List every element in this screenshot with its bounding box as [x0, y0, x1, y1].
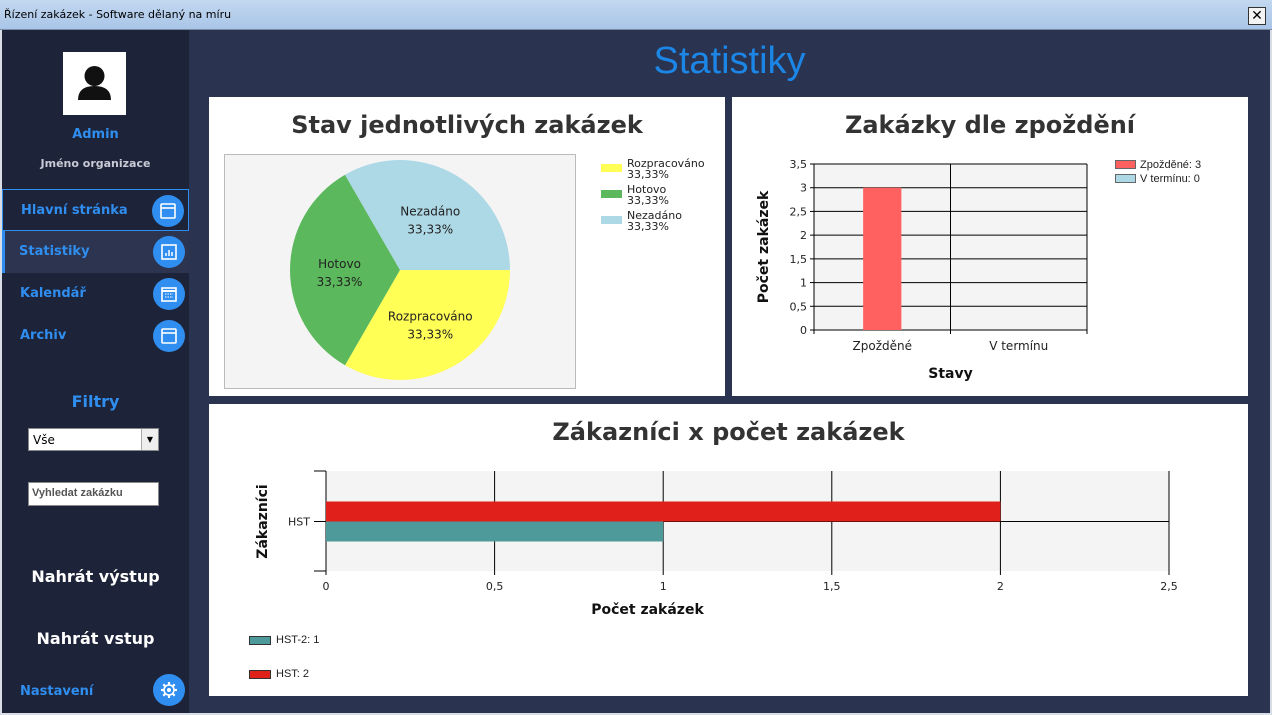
legend-swatch [249, 670, 271, 679]
chart-title: Zákazníci x počet zakázek [552, 418, 905, 446]
delay-chart-panel: Zakázky dle zpoždění 0 0,5 1 1,5 2 2,5 3 3,5 Zpo… [732, 97, 1248, 396]
sidebar-item-label: Nastavení [20, 684, 94, 699]
x-axis-label: Počet zakázek [591, 602, 704, 618]
organization-name: Jméno organizace [40, 157, 151, 170]
slice-percent: 33,33% [407, 223, 453, 237]
legend-label: Rozpracováno [627, 157, 705, 170]
y-tick-label: 0,5 [790, 300, 808, 313]
x-tick-label: 1,5 [823, 580, 841, 593]
y-tick-label: 2 [800, 229, 807, 242]
legend-swatch [601, 216, 622, 224]
upload-output-button[interactable]: Nahrát výstup [31, 567, 160, 586]
legend-swatch [601, 164, 622, 172]
window-title: Řízení zakázek - Software dělaný na míru [4, 8, 232, 21]
customers-legend: HST-2: 1 HST: 2 [249, 634, 399, 684]
pie-chart-panel: Stav jednotlivých zakázek Rozpracováno 33… [209, 97, 725, 396]
sidebar-item-settings[interactable]: Nastavení [2, 669, 189, 711]
window-titlebar: Řízení zakázek - Software dělaný na míru… [0, 0, 1272, 30]
y-tick-label: 3 [800, 182, 807, 195]
pie-slice [345, 160, 510, 270]
customers-bar-chart: 0 0,5 1 1,5 2 2,5 HST Počet zakázek Zákazníci [255, 470, 1178, 618]
legend-label: V termínu: 0 [1140, 173, 1200, 185]
y-tick-label: 1 [800, 277, 807, 290]
legend-swatch [1115, 174, 1136, 183]
pie-slice [345, 270, 510, 380]
slice-label: Hotovo [318, 257, 361, 271]
legend-label: HST-2: 1 [276, 634, 320, 646]
sidebar-item-archive[interactable]: Archiv [2, 315, 189, 357]
sidebar-item-label: Kalendář [20, 286, 86, 301]
slice-label: Nezadáno [400, 205, 460, 219]
bar [863, 187, 902, 330]
pie-legend: Rozpracováno 33,33% Hotovo 33,33% Nezadáno 33… [601, 158, 721, 238]
chart-icon [153, 236, 185, 268]
calendar-icon [153, 278, 185, 310]
sidebar-item-home[interactable]: Hlavní stránka [2, 189, 189, 231]
customers-chart-panel: Zákazníci x počet zakázek 0 0,5 1 1,5 2 2,5 HS… [209, 404, 1248, 696]
x-tick-label: Zpožděné [853, 339, 912, 353]
filter-select[interactable]: Vše ▼ [28, 428, 159, 451]
page-title: Statistiky [653, 40, 806, 82]
legend-percent: 33,33% [627, 168, 669, 181]
search-input[interactable]: Vyhledat zakázku [28, 482, 159, 506]
legend-label: Nezadáno [627, 209, 682, 222]
legend-label: HST: 2 [276, 668, 310, 680]
legend-percent: 33,33% [627, 220, 669, 233]
legend-label: Zpožděné: 3 [1140, 159, 1202, 171]
username: Admin [72, 127, 119, 142]
gear-icon [153, 674, 185, 706]
slice-percent: 33,33% [407, 327, 453, 341]
legend-label: Hotovo [627, 183, 667, 196]
sidebar-item-calendar[interactable]: Kalendář [2, 273, 189, 315]
avatar [63, 52, 126, 115]
x-tick-label: 2,5 [1160, 580, 1178, 593]
y-tick-label: 1,5 [790, 253, 808, 266]
window-icon [152, 195, 184, 227]
filter-select-value: Vše [33, 433, 55, 447]
legend-swatch [1115, 160, 1136, 169]
user-icon [78, 66, 111, 100]
y-tick-label: 3,5 [790, 158, 808, 171]
y-tick-label: 2,5 [790, 205, 808, 218]
y-axis-label: Počet zakázek [756, 190, 772, 303]
x-tick-label: V termínu [989, 339, 1048, 353]
x-axis-label: Stavy [928, 366, 972, 382]
slice-label: Rozpracováno [388, 309, 473, 323]
close-button[interactable]: ✕ [1248, 7, 1266, 25]
delay-legend: Zpožděné: 3 V termínu: 0 [1115, 159, 1245, 189]
legend-percent: 33,33% [627, 194, 669, 207]
pie-plot-area: Rozpracováno 33,33% Hotovo 33,33% Nezadáno 33… [224, 154, 576, 389]
sidebar-item-label: Archiv [20, 328, 67, 343]
archive-icon [153, 320, 185, 352]
legend-swatch [249, 636, 271, 645]
x-tick-label: 0 [323, 580, 330, 593]
sidebar: Admin Jméno organizace Hlavní stránka St… [2, 30, 189, 713]
y-axis-label: Zákazníci [255, 484, 271, 558]
bar [326, 521, 664, 542]
delay-bar-chart: 0 0,5 1 1,5 2 2,5 3 3,5 Zpožděné V termínu Stavy Po… [756, 158, 1088, 382]
x-tick-label: 0,5 [486, 580, 504, 593]
chart-title: Zakázky dle zpoždění [844, 111, 1136, 139]
x-tick-label: 1 [660, 580, 667, 593]
bar [326, 501, 1001, 522]
sidebar-item-label: Hlavní stránka [21, 203, 128, 218]
sidebar-item-statistics[interactable]: Statistiky [2, 231, 189, 273]
legend-swatch [601, 190, 622, 198]
slice-percent: 33,33% [317, 275, 363, 289]
sidebar-item-label: Statistiky [19, 244, 90, 259]
filters-title: Filtry [71, 392, 120, 411]
y-tick-label: 0 [800, 324, 807, 337]
upload-input-button[interactable]: Nahrát vstup [36, 629, 155, 648]
y-tick-label: HST [288, 516, 310, 529]
main-content: Statistiky Stav jednotlivých zakázek Roz… [189, 30, 1270, 713]
x-tick-label: 2 [997, 580, 1004, 593]
chevron-down-icon[interactable]: ▼ [141, 429, 158, 450]
pie-chart: Rozpracováno 33,33% Hotovo 33,33% Nezadáno 33… [290, 160, 510, 380]
chart-title: Stav jednotlivých zakázek [291, 111, 643, 139]
